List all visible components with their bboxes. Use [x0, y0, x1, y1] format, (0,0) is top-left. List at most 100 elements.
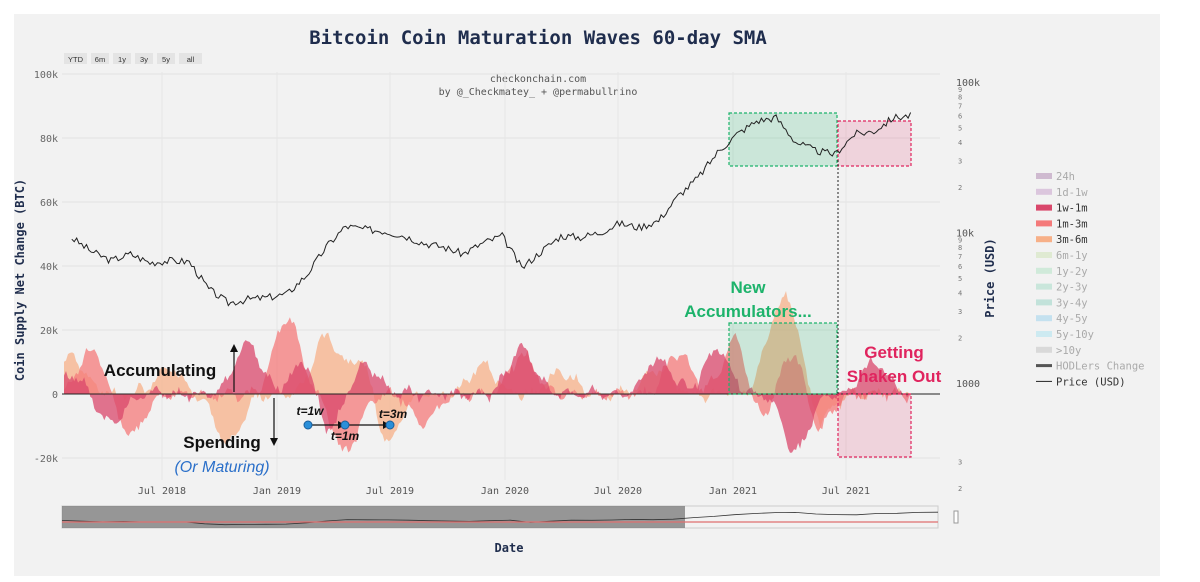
legend-swatch: [1036, 283, 1052, 290]
y2-minor-tick-label: 8: [958, 244, 962, 252]
range-button-label: 3y: [140, 55, 148, 64]
area-1m-3m: [64, 317, 911, 453]
y2-minor-tick-label: 8: [958, 94, 962, 102]
legend-item-3y-4y[interactable]: 3y-4y: [1056, 297, 1088, 309]
price-line: [71, 112, 912, 307]
range-button-label: all: [187, 55, 195, 64]
y-tick-label: 40k: [40, 262, 58, 273]
new-accumulators-box: [728, 322, 838, 395]
range-button-5y[interactable]: [157, 53, 175, 64]
y2-minor-tick-label: 4: [958, 289, 962, 297]
legend-item-1m-3m[interactable]: 1m-3m: [1056, 218, 1088, 230]
legend-swatch: [1036, 188, 1052, 195]
range-button-label: YTD: [68, 55, 84, 64]
legend-swatch: [1036, 299, 1052, 306]
legend-item-1w-1m[interactable]: 1w-1m: [1056, 203, 1088, 215]
timeline-dot-1w: [303, 420, 313, 430]
range-button-label: 6m: [95, 55, 105, 64]
y2-minor-tick-label: 5: [958, 275, 962, 283]
label-t-1w: t=1w: [296, 404, 324, 418]
legend-item-5y-10y[interactable]: 5y-10y: [1056, 329, 1094, 341]
y2-minor-tick-label: 4: [958, 139, 962, 147]
cohort-areas: [64, 291, 911, 453]
x-axis-title: Date: [495, 541, 524, 555]
down-arrow-head: [270, 438, 278, 446]
y-tick-label: 20k: [40, 326, 58, 337]
legend-item-24h[interactable]: 24h: [1056, 171, 1075, 183]
subtitle-site: checkonchain.com: [490, 74, 586, 85]
legend-item-HODLers Change[interactable]: HODLers Change: [1056, 361, 1145, 373]
range-button-label: 1y: [118, 55, 126, 64]
y2-axis-title: Price (USD): [983, 238, 997, 317]
annotation-spending: Spending: [183, 433, 260, 452]
x-tick-label: Jul 2021: [822, 486, 870, 497]
y2-minor-tick-label: 2: [958, 485, 962, 493]
range-navigator-handle[interactable]: [953, 510, 959, 524]
range-navigator-preview: [61, 511, 939, 526]
legend-swatch: [1036, 346, 1052, 353]
range-button-1y[interactable]: [113, 53, 131, 64]
annotation-shaken-out: Shaken Out: [847, 367, 942, 386]
range-selector: YTD 6m 1y 3y 5y all: [64, 53, 202, 64]
legend-swatch: [1036, 315, 1052, 322]
legend: 24h 1d-1w 1w-1m 1m-3m 3m-6m 6m-1y 1y-2y 2y-3y 3y…: [1036, 171, 1145, 388]
x-tick-label: Jan 2020: [481, 486, 529, 497]
subtitle-authors: by @_Checkmatey_ + @permabullnino: [439, 87, 638, 98]
y2-minor-tick-label: 2: [958, 184, 962, 192]
post-crash-price-box: [837, 120, 912, 167]
up-arrow-head: [230, 344, 238, 352]
x-tick-label: Jul 2020: [594, 486, 642, 497]
legend-item-Price (USD)[interactable]: Price (USD): [1056, 376, 1126, 388]
y2-minor-tick-label: 2: [958, 335, 962, 343]
y2-minor-tick-label: 5: [958, 124, 962, 132]
y2-minor-tick-label: 9: [958, 236, 962, 244]
y-tick-label: -20k: [34, 454, 58, 465]
legend-swatch: [1036, 220, 1052, 227]
y2-minor-tick-label: 9: [958, 86, 962, 94]
range-navigator-mask: [62, 506, 685, 528]
x-tick-label: Jul 2018: [138, 486, 186, 497]
annotation-or-maturing: (Or Maturing): [174, 459, 269, 476]
y2-tick-label: 1000: [956, 379, 980, 390]
annotation-accumulating: Accumulating: [104, 361, 216, 380]
range-button-all[interactable]: [179, 53, 202, 64]
range-button-label: 5y: [162, 55, 170, 64]
x-tick-label: Jan 2019: [253, 486, 301, 497]
area-3m-6m: [64, 291, 911, 445]
legend-swatch: [1036, 204, 1052, 211]
range-button-3y[interactable]: [135, 53, 153, 64]
legend-swatch: [1036, 252, 1052, 258]
annotation-accumulators: Accumulators...: [684, 302, 812, 321]
legend-item-1d-1w[interactable]: 1d-1w: [1056, 187, 1088, 199]
y2-minor-tick-label: 3: [958, 158, 962, 166]
timeline-dot-1m: [340, 420, 350, 430]
label-t-1m: t=1m: [331, 429, 360, 443]
x-tick-label: Jan 2021: [709, 486, 757, 497]
range-button-YTD[interactable]: [64, 53, 87, 64]
area-1w-1m: [64, 340, 911, 453]
y-tick-label: 80k: [40, 134, 58, 145]
x-tick-label: Jul 2019: [366, 486, 414, 497]
legend-swatch: [1036, 173, 1052, 179]
annotation-new: New: [731, 278, 767, 297]
legend-item-1y-2y[interactable]: 1y-2y: [1056, 266, 1088, 278]
legend-item-2y-3y[interactable]: 2y-3y: [1056, 282, 1088, 294]
legend-swatch: [1036, 331, 1052, 337]
legend-item->10y[interactable]: >10y: [1056, 345, 1081, 357]
legend-swatch: [1036, 236, 1052, 243]
chart-title: Bitcoin Coin Maturation Waves 60-day SMA: [309, 27, 767, 49]
legend-item-3m-6m[interactable]: 3m-6m: [1056, 234, 1088, 246]
legend-item-4y-5y[interactable]: 4y-5y: [1056, 313, 1088, 325]
range-button-6m[interactable]: [91, 53, 109, 64]
legend-item-6m-1y[interactable]: 6m-1y: [1056, 250, 1088, 262]
y-axis-title: Coin Supply Net Change (BTC): [13, 179, 27, 381]
label-t-3m: t=3m: [379, 407, 408, 421]
y2-minor-tick-label: 6: [958, 263, 962, 271]
legend-swatch: [1036, 267, 1052, 274]
y2-minor-tick-label: 3: [958, 459, 962, 467]
y-tick-label: 100k: [34, 70, 58, 81]
y2-minor-tick-label: 7: [958, 102, 962, 110]
timeline-dot-3m: [385, 420, 395, 430]
